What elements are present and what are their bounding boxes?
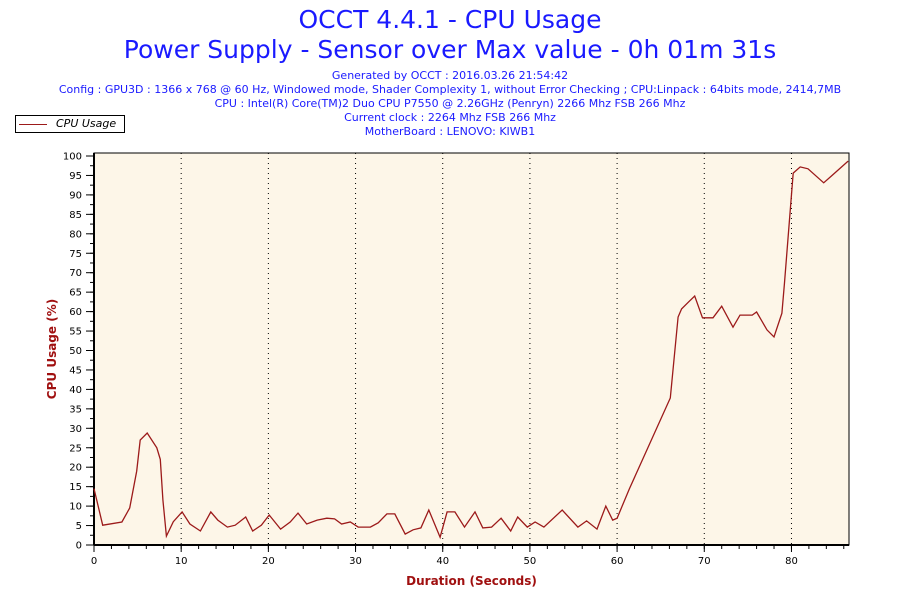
x-tick-label: 0 — [91, 556, 97, 567]
x-tick-label: 20 — [262, 556, 275, 567]
y-tick-label: 50 — [69, 346, 82, 357]
x-tick-label: 70 — [698, 556, 711, 567]
y-tick-label: 100 — [63, 152, 82, 163]
y-tick-label: 60 — [69, 307, 82, 318]
x-tick-label: 50 — [524, 556, 537, 567]
y-tick-label: 35 — [69, 404, 82, 415]
legend: CPU Usage — [15, 115, 125, 133]
y-tick-label: 55 — [69, 327, 82, 338]
chart-subtitle: Power Supply - Sensor over Max value - 0… — [123, 35, 777, 64]
info-config: Config : GPU3D : 1366 x 768 @ 60 Hz, Win… — [58, 83, 842, 96]
series-line-cpu-usage — [93, 160, 849, 540]
y-tick-label: 75 — [69, 249, 82, 260]
info-motherboard: MotherBoard : LENOVO: KIWB1 — [364, 125, 536, 138]
y-tick-label: 95 — [69, 171, 82, 182]
y-tick-label: 45 — [69, 365, 82, 376]
plot-area — [93, 152, 850, 546]
y-tick-label: 0 — [76, 541, 82, 552]
info-clock: Current clock : 2264 Mhz FSB 266 Mhz — [344, 111, 556, 124]
y-tick-label: 25 — [69, 443, 82, 454]
y-tick-label: 20 — [69, 463, 82, 474]
x-tick-label: 60 — [611, 556, 624, 567]
y-tick-label: 85 — [69, 210, 82, 221]
y-tick-label: 10 — [69, 502, 82, 513]
info-cpu: CPU : Intel(R) Core(TM)2 Duo CPU P7550 @… — [214, 97, 686, 110]
x-tick-label: 10 — [175, 556, 188, 567]
x-axis-label: Duration (Seconds) — [406, 574, 537, 588]
y-tick-label: 15 — [69, 482, 82, 493]
legend-line-swatch — [19, 124, 47, 125]
x-tick-label: 80 — [785, 556, 798, 567]
y-tick-label: 30 — [69, 424, 82, 435]
y-tick-label: 40 — [69, 385, 82, 396]
y-axis-label: CPU Usage (%) — [45, 299, 59, 399]
x-tick-label: 30 — [349, 556, 362, 567]
info-generated: Generated by OCCT : 2016.03.26 21:54:42 — [331, 69, 569, 82]
y-tick-label: 70 — [69, 268, 82, 279]
y-tick-label: 90 — [69, 190, 82, 201]
x-tick-label: 40 — [436, 556, 449, 567]
y-tick-label: 80 — [69, 229, 82, 240]
legend-label: CPU Usage — [56, 117, 117, 130]
y-tick-label: 65 — [69, 288, 82, 299]
y-tick-label: 5 — [76, 521, 82, 532]
chart-title: OCCT 4.4.1 - CPU Usage — [298, 5, 602, 34]
